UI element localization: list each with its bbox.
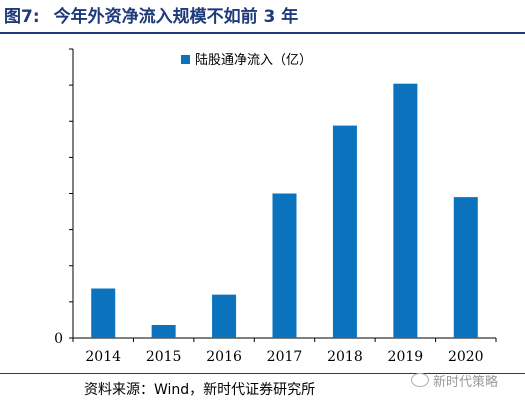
legend-label: 陆股通净流入（亿） <box>195 52 312 68</box>
watermark-text: 新时代策略 <box>433 375 499 390</box>
figure-title-text: 今年外资净流入规模不如前 3 年 <box>53 7 299 27</box>
x-tick-label: 2020 <box>448 349 484 365</box>
plot-area: 0 2014 2015 2016 2017 2018 2019 2020 陆股通净流入（亿） <box>54 48 497 365</box>
bar <box>453 197 478 338</box>
legend-swatch <box>181 55 190 64</box>
wechat-logo-icon <box>411 373 429 387</box>
bar <box>212 294 237 338</box>
y-tick-label: 0 <box>54 331 63 347</box>
bar <box>332 125 357 339</box>
source-note: 资料来源：Wind，新时代证券研究所 <box>84 382 316 398</box>
watermark: 新时代策略 <box>411 372 498 394</box>
source-divider <box>0 373 525 374</box>
bar <box>151 324 176 338</box>
bar <box>272 193 297 338</box>
figure-title: 图7: 今年外资净流入规模不如前 3 年 <box>4 4 298 30</box>
bar <box>393 83 418 339</box>
figure-number: 图7: <box>4 7 40 27</box>
title-divider <box>0 32 525 34</box>
x-tick-label: 2018 <box>327 349 363 365</box>
x-tick-label: 2015 <box>146 349 182 365</box>
x-tick-label: 2014 <box>85 349 121 365</box>
bar <box>91 288 116 338</box>
x-tick-label: 2017 <box>267 349 303 365</box>
x-tick-label: 2019 <box>388 349 424 365</box>
x-tick-label: 2016 <box>206 349 242 365</box>
